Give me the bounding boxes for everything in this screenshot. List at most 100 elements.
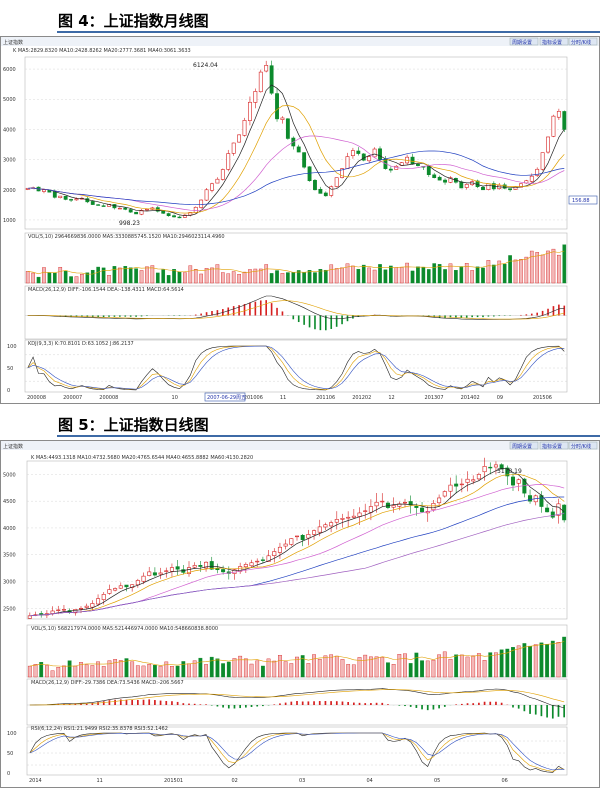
volume-bar <box>67 660 72 678</box>
candle-body <box>306 534 311 539</box>
macd-pane <box>26 678 568 726</box>
volume-bar <box>36 276 41 284</box>
rsi-legend: RSI(6,12,24) RSI1:21.9499 RSI2:35.8378 R… <box>31 726 168 732</box>
volume-bar <box>471 655 476 678</box>
candle-body <box>52 191 57 198</box>
volume-bar <box>150 265 155 284</box>
volume-bar <box>253 268 258 284</box>
volume-bar <box>237 274 241 284</box>
candle-body <box>269 65 274 94</box>
candle-body <box>209 561 214 570</box>
candle-body <box>258 71 263 93</box>
volume-bar <box>269 273 274 284</box>
indicator-settings-button[interactable] <box>539 37 569 46</box>
candle-body <box>255 560 260 563</box>
volume-bar <box>442 651 447 678</box>
volume-bar <box>306 663 311 678</box>
figure4-chart-panel[interactable]: 上证指数 K MA5:2829.8320 MA10:2428.8262 MA20… <box>0 36 600 404</box>
volume-bar <box>107 660 112 678</box>
candle-body <box>172 215 176 218</box>
candle-body <box>73 609 78 614</box>
y-tick-label: 6000 <box>3 67 16 73</box>
candle-body <box>528 495 533 502</box>
price-pane: 1000 2000 3000 4000 5000 6000 <box>3 56 568 230</box>
volume-bar <box>128 267 133 284</box>
kline-toggle-button[interactable] <box>568 37 598 46</box>
candle-body <box>221 569 226 573</box>
volume-bar <box>448 658 453 678</box>
figure5-title: 图 5：上证指数日线图 <box>58 416 209 434</box>
volume-bar <box>42 267 46 284</box>
volume-bar <box>481 267 485 284</box>
x-tick-label: 201501 <box>164 778 183 784</box>
x-tick-label: 11 <box>97 778 103 784</box>
volume-bar <box>524 256 529 284</box>
volume-bar <box>33 664 38 678</box>
candle-body <box>416 164 420 166</box>
candle-body <box>374 501 379 507</box>
volume-bar <box>291 272 296 284</box>
volume-bar <box>464 263 469 284</box>
indicator-settings-button[interactable] <box>539 441 569 450</box>
volume-bar <box>476 653 481 678</box>
figure5-chart-panel[interactable]: 上证指数 K MA5:4493.1318 MA10:4732.5680 MA20… <box>0 440 600 788</box>
candle-body <box>471 479 476 482</box>
volume-bar <box>199 273 203 284</box>
volume-bar <box>242 271 247 284</box>
volume-bar <box>204 664 208 678</box>
oscillator-line <box>27 345 565 390</box>
x-tick-label: 200007 <box>63 395 82 401</box>
candle-body <box>147 571 152 576</box>
volume-bar <box>249 663 254 678</box>
volume-bar <box>511 647 515 678</box>
volume-bar <box>470 270 474 284</box>
candle-body <box>350 150 355 156</box>
period-settings-button[interactable] <box>509 37 539 46</box>
candle-body <box>204 561 209 569</box>
candle-body <box>300 534 305 541</box>
pane-frame <box>26 678 568 726</box>
candle-body <box>107 589 112 594</box>
volume-bar <box>139 270 144 284</box>
candle-body <box>161 210 166 214</box>
volume-bar <box>124 658 129 678</box>
volume-bar <box>513 259 518 284</box>
volume-bar <box>289 663 294 678</box>
period-settings-button[interactable] <box>509 441 539 450</box>
volume-bar <box>550 640 555 678</box>
moving-average-line <box>29 513 565 617</box>
volume-bar <box>356 268 361 284</box>
volume-bar <box>420 660 424 678</box>
volume-bar <box>426 269 431 284</box>
oscillator-tick-label: 100 <box>7 344 17 350</box>
volume-bar <box>193 269 198 284</box>
volume-bar <box>266 658 271 678</box>
candle-body <box>302 152 307 168</box>
macd-pane <box>24 285 568 340</box>
oscillator-line <box>29 732 565 772</box>
period-settings-label: 周期设置 <box>512 39 532 46</box>
candle-body <box>215 568 220 571</box>
volume-bar <box>84 664 89 678</box>
volume-bar <box>177 271 182 284</box>
y-tick-label: 4500 <box>3 499 16 505</box>
candle-body <box>510 476 516 486</box>
y-tick-label: 3500 <box>3 553 16 559</box>
kline-toggle-button[interactable] <box>568 441 598 450</box>
candle-body <box>367 156 372 162</box>
candle-body <box>420 507 425 513</box>
volume-bar <box>96 661 100 678</box>
header-bar <box>1 37 599 46</box>
volume-bar <box>170 666 174 678</box>
volume-bar <box>296 270 301 284</box>
candle-body <box>231 142 236 154</box>
candle-body <box>426 166 431 175</box>
candle-body <box>540 152 545 170</box>
candle-body <box>340 518 345 520</box>
candle-body <box>134 211 139 215</box>
volume-bar <box>27 665 32 678</box>
y-tick-label: 2500 <box>3 606 16 612</box>
volume-bar <box>152 665 157 678</box>
volume-bar <box>39 662 44 678</box>
candle-body <box>410 156 415 165</box>
